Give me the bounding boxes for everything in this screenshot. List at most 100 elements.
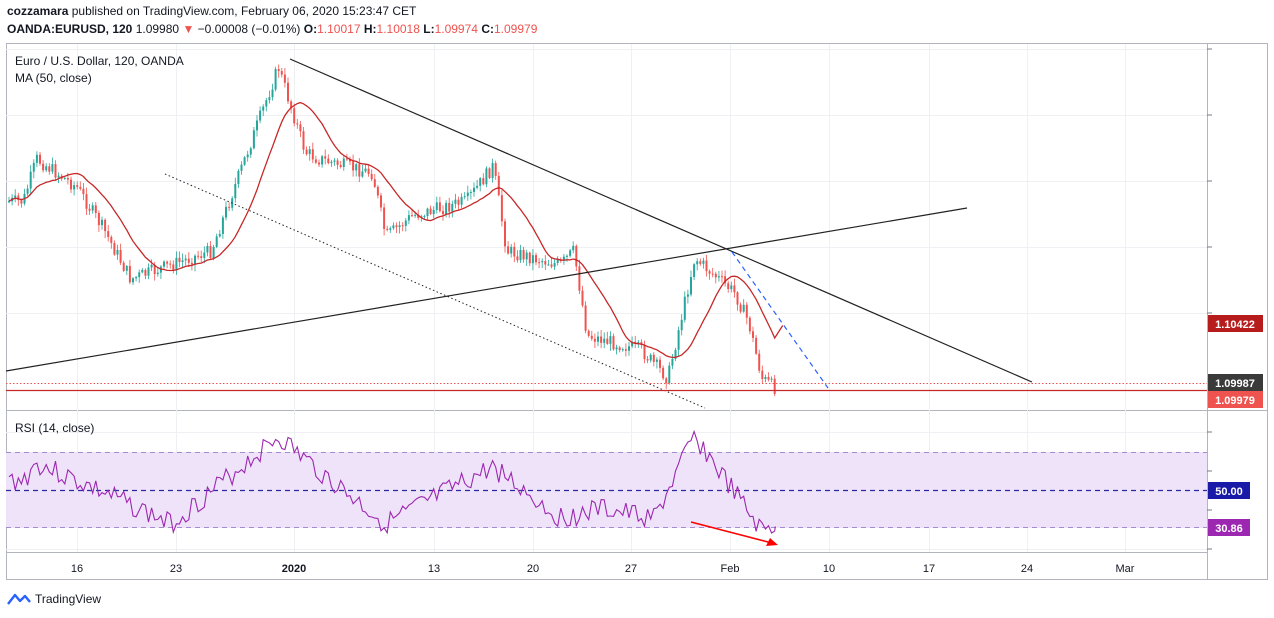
candle-body	[631, 341, 634, 347]
candle-body	[221, 217, 224, 234]
publisher-name[interactable]: cozzamara	[7, 4, 69, 18]
candle-body	[73, 185, 76, 190]
open-label: O:	[303, 22, 318, 36]
candle-body	[339, 164, 342, 168]
ma-price-tag: 1.10422	[1208, 315, 1263, 332]
candle-body	[327, 158, 330, 164]
candle-body	[373, 179, 376, 187]
candle-body	[352, 161, 355, 171]
candle-body	[14, 195, 17, 198]
candle-body	[175, 257, 178, 270]
candle-body	[314, 159, 317, 163]
candle-body	[200, 256, 203, 258]
candle-body	[621, 349, 624, 351]
candle-body	[401, 225, 404, 227]
candle-body	[128, 266, 131, 283]
candle-body	[361, 171, 364, 177]
candle-body	[528, 252, 531, 264]
candle-body	[485, 168, 488, 185]
candle-body	[141, 269, 144, 273]
brand-label: TradingView	[35, 592, 102, 606]
rsi-legend[interactable]: RSI (14, close)	[15, 421, 94, 435]
candle-body	[432, 209, 435, 214]
candle-body	[308, 149, 311, 155]
candle-body	[386, 228, 389, 230]
candle-body	[550, 264, 553, 267]
candle-body	[553, 263, 556, 267]
candle-body	[296, 123, 299, 125]
candle-body	[668, 365, 671, 383]
candle-body	[20, 200, 23, 204]
candle-body	[104, 219, 107, 232]
descending-trendline[interactable]	[289, 58, 1033, 383]
candle-body	[438, 202, 441, 212]
candle-body	[45, 166, 48, 171]
rsi-value-tag: 30.86	[1208, 519, 1250, 536]
candle-body	[321, 156, 324, 165]
divergence-arrow[interactable]	[690, 521, 773, 544]
instrument-legend[interactable]: Euro / U.S. Dollar, 120, OANDA	[15, 54, 184, 68]
candle-body	[51, 164, 54, 172]
rsi-line	[8, 429, 776, 535]
candle-body	[119, 249, 122, 263]
candle-body	[541, 261, 544, 263]
candle-body	[283, 74, 286, 83]
blue-dashed-trendline[interactable]	[731, 251, 829, 389]
candle-body	[76, 185, 79, 187]
candle-body	[172, 264, 175, 270]
candle-body	[206, 245, 209, 253]
candle-body	[683, 296, 686, 320]
candle-body	[389, 228, 392, 230]
low-label: L:	[423, 22, 435, 36]
candle-body	[209, 245, 212, 259]
candle-body	[268, 97, 271, 101]
candle-body	[662, 367, 665, 379]
candle-body	[686, 294, 689, 297]
x-tick-label: 10	[823, 563, 835, 575]
chart-frame	[6, 43, 1268, 580]
candle-body	[612, 336, 615, 350]
candle-body	[234, 183, 237, 199]
close-label: C:	[481, 22, 494, 36]
candle-body	[324, 156, 327, 159]
candle-body	[88, 208, 91, 211]
candle-body	[299, 124, 302, 132]
candle-body	[63, 177, 66, 179]
down-arrow-icon: ▼	[182, 22, 195, 36]
ascending-trendline[interactable]	[5, 207, 968, 372]
candle-body	[135, 277, 138, 279]
candle-body	[705, 260, 708, 272]
candle-body	[225, 206, 227, 218]
candle-body	[82, 188, 85, 195]
tradingview-brand[interactable]: TradingView	[7, 592, 101, 606]
ma-legend[interactable]: MA (50, close)	[15, 71, 92, 85]
candle-body	[597, 336, 599, 342]
svg-text:30.86: 30.86	[1215, 523, 1243, 535]
candle-body	[674, 349, 677, 359]
candle-body	[659, 359, 661, 368]
candle-body	[482, 178, 485, 185]
x-tick-label: 13	[428, 563, 440, 575]
candle-body	[302, 131, 305, 150]
candle-body	[54, 164, 57, 178]
candle-body	[665, 378, 668, 383]
arrow-head-icon	[766, 538, 778, 546]
svg-text:1.09987: 1.09987	[1215, 378, 1255, 390]
candle-body	[699, 261, 702, 264]
candle-body	[169, 263, 172, 265]
candle-body	[42, 163, 45, 171]
candle-body	[423, 216, 426, 218]
candle-body	[271, 89, 274, 98]
svg-text:1.10422: 1.10422	[1215, 319, 1255, 331]
candle-body	[562, 256, 565, 262]
candle-body	[575, 245, 578, 267]
high-label: H:	[363, 22, 377, 36]
candle-body	[330, 161, 333, 164]
candle-body	[215, 236, 218, 248]
candle-body	[122, 262, 125, 271]
candle-body	[488, 168, 491, 178]
ohlc-line: OANDA:EURUSD, 120 1.09980 ▼ −0.00008 (−0…	[7, 22, 537, 36]
candle-body	[153, 264, 156, 275]
candle-body	[649, 354, 652, 361]
